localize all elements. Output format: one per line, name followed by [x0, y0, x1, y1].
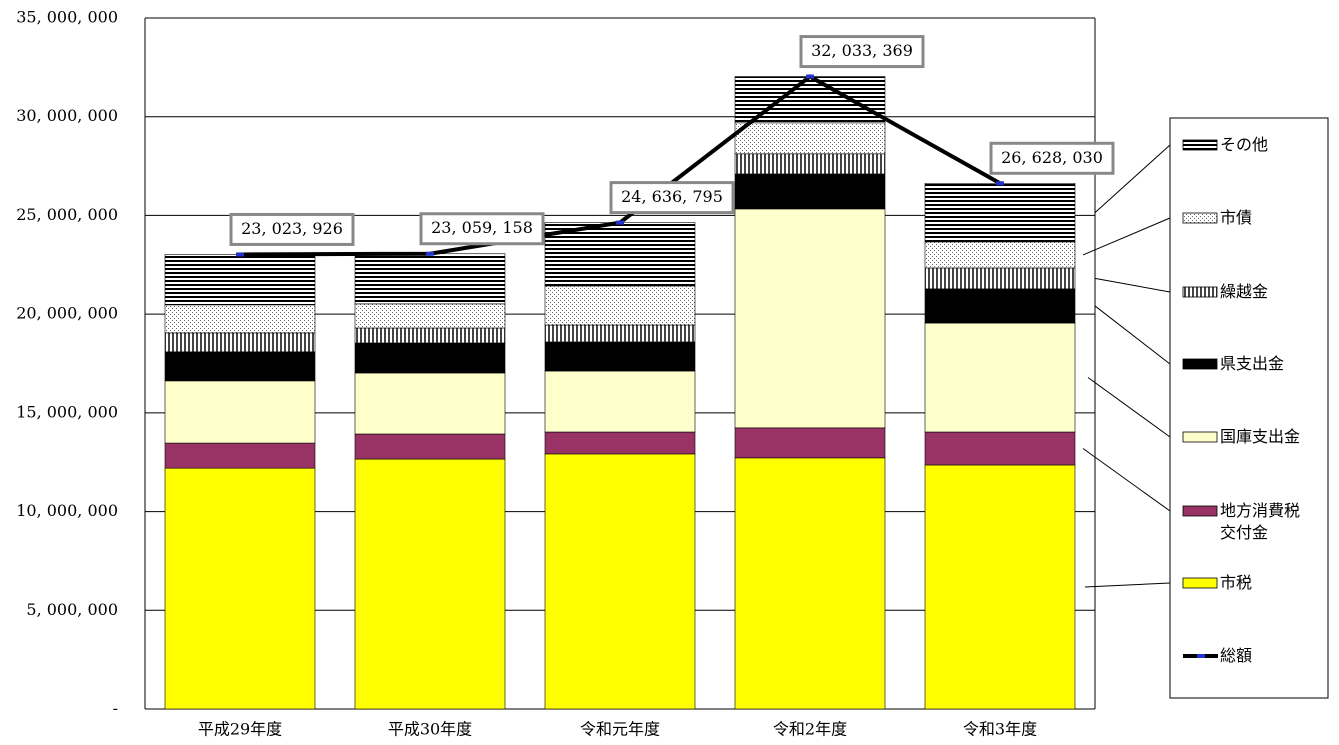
legend-swatch — [1182, 139, 1218, 151]
label-box — [229, 212, 355, 246]
marker — [236, 252, 244, 257]
leader-line — [1094, 305, 1171, 365]
legend-label: 県支出金 — [1220, 354, 1285, 373]
bar-segment — [544, 285, 696, 326]
legend-swatch — [1182, 431, 1218, 443]
bar-segment — [924, 322, 1076, 433]
bar-segment — [164, 351, 316, 382]
bar-segment — [734, 153, 886, 175]
leader-line — [1082, 217, 1171, 256]
y-tick-label: 30, 000, 000 — [16, 106, 118, 125]
y-tick-label: 15, 000, 000 — [16, 402, 118, 421]
marker — [426, 251, 434, 256]
bar-segment — [354, 433, 506, 460]
bar-segment — [354, 303, 506, 329]
x-tick-label: 令和3年度 — [963, 720, 1037, 739]
marker — [806, 74, 814, 79]
legend-label: 総額 — [1220, 646, 1253, 665]
y-tick-label: 10, 000, 000 — [16, 501, 118, 520]
leader-line — [1087, 377, 1171, 438]
legend-label: 市債 — [1220, 208, 1253, 227]
legend-swatch — [1182, 505, 1218, 517]
leader-line — [1094, 144, 1171, 213]
leader-line — [1094, 277, 1171, 293]
legend-box — [1169, 117, 1329, 699]
y-tick-label: 35, 000, 000 — [16, 8, 118, 27]
legend-label: 地方消費税交付金 — [1220, 501, 1301, 542]
x-tick-label: 平成29年度 — [198, 720, 282, 739]
bar-segment — [544, 341, 696, 372]
x-tick-label: 平成30年度 — [388, 720, 472, 739]
bar-segment — [924, 288, 1076, 324]
x-tick-label: 令和元年度 — [580, 720, 660, 739]
legend-swatch — [1182, 358, 1218, 370]
y-tick-label: - — [113, 699, 118, 718]
legend-swatch — [1197, 654, 1205, 658]
marker — [616, 220, 624, 225]
bar-segment — [924, 267, 1076, 290]
bar-segment — [164, 380, 316, 444]
label-box — [419, 212, 545, 246]
bar-segment — [924, 182, 1076, 243]
bar-segment — [924, 464, 1076, 710]
data-label: 24, 636, 795 — [621, 187, 723, 206]
label-box — [799, 35, 925, 69]
bar-segment — [544, 431, 696, 455]
bar-segment — [924, 241, 1076, 269]
bar-segment — [734, 122, 886, 155]
leader-line — [1084, 582, 1171, 588]
bar-segment — [734, 427, 886, 459]
bar-segment — [734, 208, 886, 429]
label-box — [609, 181, 735, 215]
label-box — [989, 141, 1115, 175]
bar-segment — [164, 442, 316, 469]
leader-line — [1082, 448, 1171, 512]
bar-segment — [354, 327, 506, 344]
y-tick-label: 25, 000, 000 — [16, 205, 118, 224]
legend-swatch — [1182, 577, 1218, 589]
data-label: 23, 059, 158 — [431, 218, 533, 237]
legend-swatch — [1182, 286, 1218, 298]
bar-segment — [354, 342, 506, 374]
legend-label: 国庫支出金 — [1220, 427, 1301, 446]
bar-segment — [354, 253, 506, 305]
bar-segment — [924, 431, 1076, 466]
legend-swatch — [1182, 212, 1218, 224]
bar-segment — [544, 453, 696, 710]
legend-label: その他 — [1220, 135, 1269, 154]
data-label: 32, 033, 369 — [811, 41, 913, 60]
bar-segment — [544, 370, 696, 433]
y-tick-label: 5, 000, 000 — [26, 600, 118, 619]
bar-segment — [544, 324, 696, 343]
data-label: 26, 628, 030 — [1001, 148, 1103, 167]
legend-label: 市税 — [1220, 573, 1253, 592]
x-tick-label: 令和2年度 — [773, 720, 847, 739]
bar-segment — [354, 458, 506, 710]
bar-segment — [734, 457, 886, 710]
bar-segment — [734, 173, 886, 210]
bar-segment — [354, 372, 506, 435]
marker — [996, 181, 1004, 186]
bar-segment — [164, 332, 316, 353]
data-label: 23, 023, 926 — [241, 219, 343, 238]
bar-segment — [164, 304, 316, 334]
bar-segment — [164, 254, 316, 306]
legend-label: 繰越金 — [1220, 282, 1269, 301]
bar-segment — [164, 467, 316, 710]
y-tick-label: 20, 000, 000 — [16, 304, 118, 323]
